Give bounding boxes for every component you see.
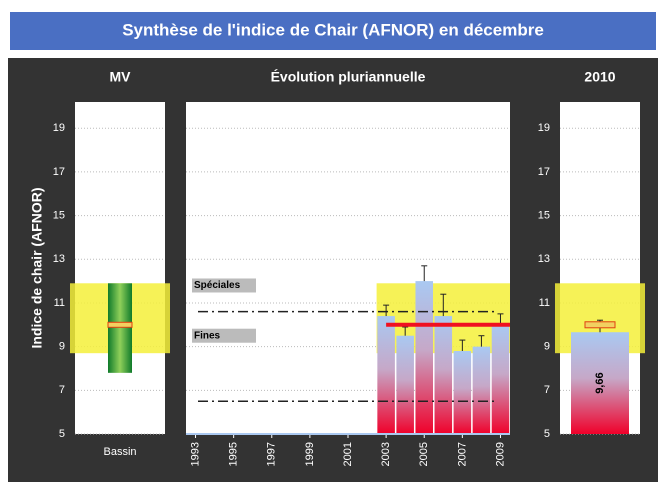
median-box xyxy=(107,321,133,328)
plot-area xyxy=(75,102,165,434)
x-tick-label: 1997 xyxy=(266,442,278,466)
y-tick-label: 5 xyxy=(59,428,65,440)
bar xyxy=(396,335,414,434)
bar xyxy=(491,324,510,434)
bar xyxy=(434,316,453,434)
threshold-tag xyxy=(192,328,256,343)
y-tick-label: 15 xyxy=(538,209,550,221)
x-tick-label: 1995 xyxy=(228,442,240,466)
bar xyxy=(472,346,491,434)
x-tick-label: 2005 xyxy=(418,442,430,466)
y-tick-label: 17 xyxy=(53,166,65,178)
panel-title: Évolution pluriannuelle xyxy=(271,69,426,85)
y-tick-label: 15 xyxy=(53,209,65,221)
x-tick-label: 1999 xyxy=(304,442,316,466)
x-tick-label: 2001 xyxy=(342,442,354,466)
bar xyxy=(377,316,395,434)
threshold-label: Spéciales xyxy=(194,280,241,291)
y-tick-label: 13 xyxy=(53,253,65,265)
y-tick-label: 9 xyxy=(59,341,65,353)
y-tick-label: 11 xyxy=(539,297,550,309)
y-axis-label: Indice de chair (AFNOR) xyxy=(29,187,45,348)
median-box xyxy=(584,321,616,329)
x-tick-label: 1993 xyxy=(189,442,201,466)
bar xyxy=(571,332,629,434)
y-tick-label: 9 xyxy=(544,341,550,353)
value-label: 9,66 xyxy=(594,372,606,393)
panel-title: MV xyxy=(110,69,132,85)
x-tick-label: 2009 xyxy=(494,442,506,466)
x-tick-label: 2007 xyxy=(456,442,468,466)
y-tick-label: 7 xyxy=(544,384,550,396)
x-tick-label: Bassin xyxy=(103,446,136,458)
x-tick-label: 2003 xyxy=(380,442,392,466)
y-tick-label: 17 xyxy=(538,166,550,178)
page-title: Synthèse de l'indice de Chair (AFNOR) en… xyxy=(122,20,544,39)
y-tick-label: 11 xyxy=(54,297,65,309)
y-tick-label: 19 xyxy=(53,122,65,134)
threshold-label: Fines xyxy=(194,330,221,341)
title-bar xyxy=(10,12,656,50)
bar xyxy=(415,281,434,434)
y-tick-label: 7 xyxy=(59,384,65,396)
y-tick-label: 13 xyxy=(538,253,550,265)
range-bar xyxy=(108,283,132,373)
y-tick-label: 19 xyxy=(538,122,550,134)
y-tick-label: 5 xyxy=(544,428,550,440)
threshold-tag xyxy=(192,278,256,293)
panel-title: 2010 xyxy=(584,69,615,85)
bar xyxy=(453,351,472,434)
